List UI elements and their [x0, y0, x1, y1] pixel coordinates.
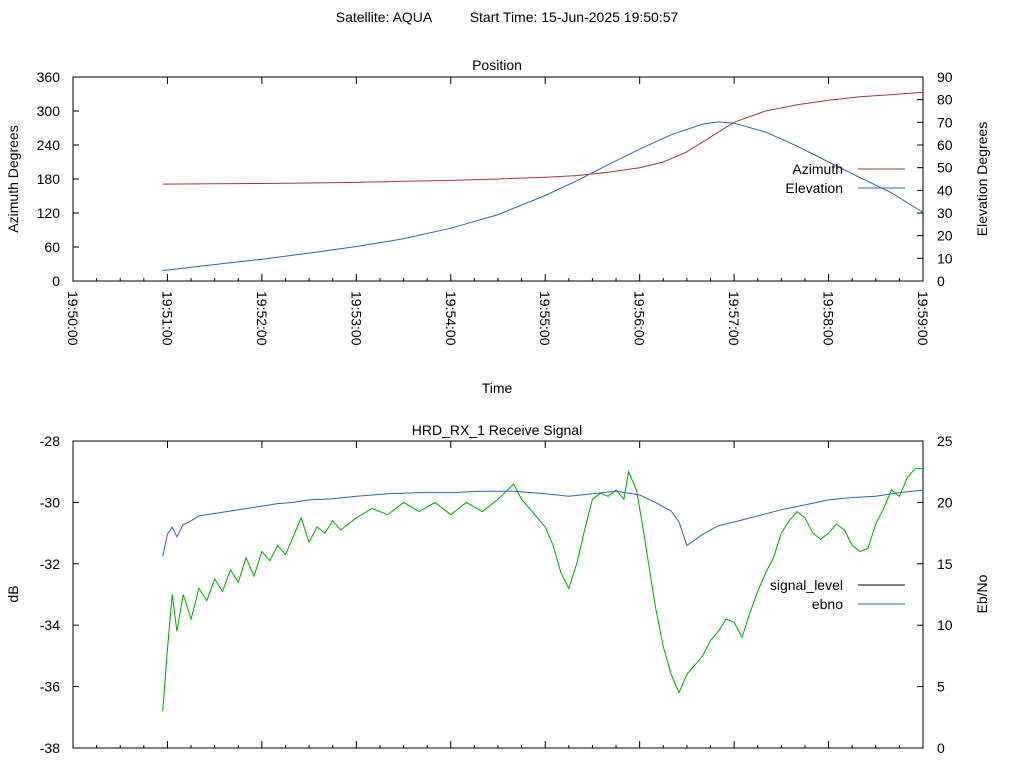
position-x-tick-label: 19:56:00 — [632, 291, 648, 346]
signal-y-tick-label: -32 — [40, 556, 60, 572]
signal-plot-frame — [72, 440, 924, 749]
position-x-tick-label: 19:51:00 — [159, 291, 175, 346]
position-y-tick-label: 360 — [37, 69, 61, 85]
start-time-label: Start Time: 15-Jun-2025 19:50:57 — [470, 9, 679, 25]
position-legend-label: Elevation — [785, 180, 843, 196]
position-y2-tick-label: 70 — [937, 114, 953, 130]
position-x-tick-label: 19:59:00 — [915, 291, 931, 346]
position-x-tick-label: 19:52:00 — [254, 291, 270, 346]
position-y2-label: Elevation Degrees — [974, 122, 990, 236]
position-y2-tick-label: 10 — [937, 250, 953, 266]
position-y-tick-label: 60 — [44, 239, 60, 255]
position-series-azimuth — [162, 91, 924, 185]
position-y2-tick-label: 60 — [937, 137, 953, 153]
satellite-label: Satellite: AQUA — [336, 9, 433, 25]
position-y-tick-label: 0 — [52, 273, 60, 289]
signal-y2-tick-label: 25 — [937, 433, 953, 449]
position-chart-title: Position — [472, 57, 522, 73]
position-y-tick-label: 300 — [37, 103, 61, 119]
signal-y2-tick-label: 15 — [937, 556, 953, 572]
position-x-tick-label: 19:57:00 — [726, 291, 742, 346]
signal-legend-label: ebno — [812, 596, 843, 612]
position-y2-tick-label: 50 — [937, 160, 953, 176]
signal-series-ebno — [162, 489, 924, 557]
signal-y2-tick-label: 10 — [937, 617, 953, 633]
signal-y-tick-label: -38 — [40, 740, 60, 756]
signal-chart-title: HRD_RX_1 Receive Signal — [412, 422, 582, 438]
position-y2-tick-label: 90 — [937, 69, 953, 85]
position-y-label: Azimuth Degrees — [5, 125, 21, 232]
position-x-tick-label: 19:53:00 — [348, 291, 364, 346]
signal-y-tick-label: -36 — [40, 679, 60, 695]
signal-y-tick-label: -28 — [40, 433, 60, 449]
signal-y2-label: Eb/No — [974, 574, 990, 613]
signal-legend-label: signal_level — [770, 577, 843, 593]
position-legend-label: Azimuth — [792, 161, 843, 177]
signal-y-tick-label: -30 — [40, 494, 60, 510]
position-y2-tick-label: 80 — [937, 92, 953, 108]
position-x-tick-label: 19:55:00 — [537, 291, 553, 346]
position-y2-tick-label: 20 — [937, 228, 953, 244]
signal-y2-tick-label: 5 — [937, 679, 945, 695]
position-y-tick-label: 240 — [37, 137, 61, 153]
signal-series-signal-level — [162, 468, 923, 712]
signal-y-tick-label: -34 — [40, 617, 60, 633]
position-y-tick-label: 120 — [37, 205, 61, 221]
signal-y2-tick-label: 20 — [937, 494, 953, 510]
position-y2-tick-label: 30 — [937, 205, 953, 221]
position-y2-tick-label: 0 — [937, 273, 945, 289]
position-y2-tick-label: 40 — [937, 182, 953, 198]
signal-y-label: dB — [5, 585, 21, 602]
position-x-tick-label: 19:54:00 — [443, 291, 459, 346]
position-x-tick-label: 19:58:00 — [821, 291, 837, 346]
position-series-elevation — [162, 121, 924, 272]
position-x-label: Time — [482, 380, 513, 396]
signal-y2-tick-label: 0 — [937, 740, 945, 756]
position-x-tick-label: 19:50:00 — [65, 291, 81, 346]
position-y-tick-label: 180 — [37, 171, 61, 187]
